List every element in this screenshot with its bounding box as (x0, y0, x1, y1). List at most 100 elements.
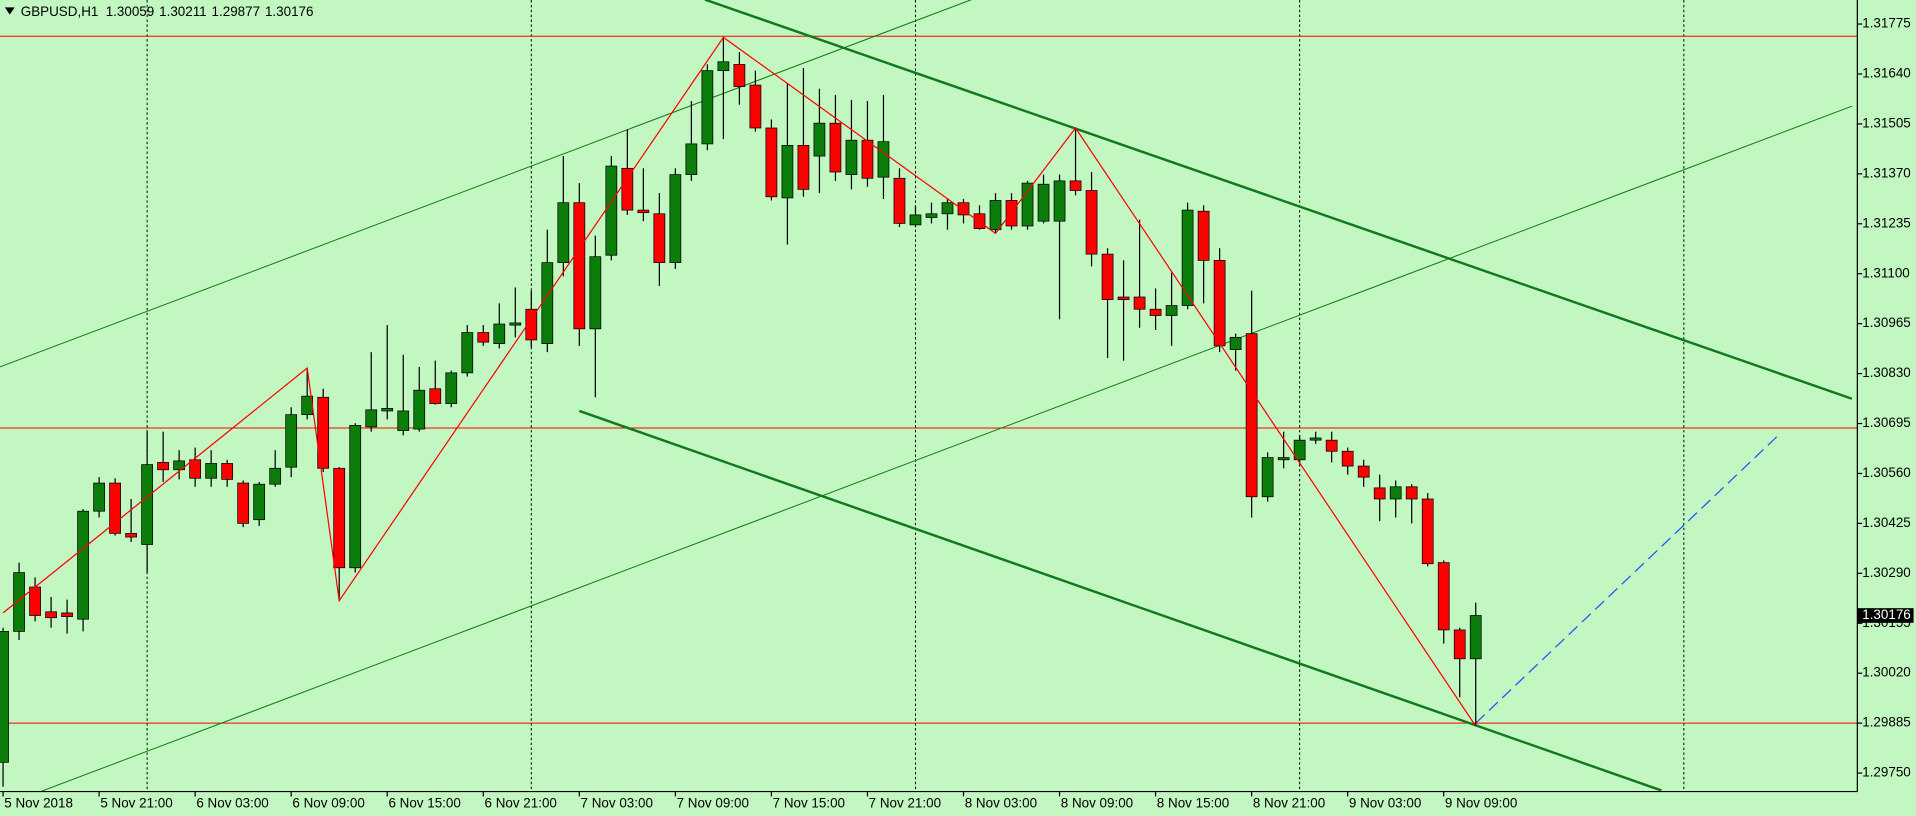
candle-body (1037, 183, 1050, 222)
candle-body (1421, 498, 1434, 565)
candle-body (77, 510, 89, 620)
zigzag-line (2, 36, 1477, 727)
header: GBPUSD,H1 1.30059 1.30211 1.29877 1.30176 (21, 4, 314, 19)
candle-body (1325, 439, 1338, 452)
y-tick-label: 1.30830 (1862, 365, 1911, 380)
y-tick-label: 1.30695 (1862, 415, 1911, 430)
candle-body (173, 460, 186, 471)
x-tick-label: 6 Nov 03:00 (196, 795, 268, 810)
x-tick-label: 8 Nov 15:00 (1157, 795, 1229, 810)
candle-body (45, 611, 57, 619)
candle-body (189, 459, 202, 479)
candle-body (1117, 296, 1130, 300)
y-tick-label: 1.31505 (1862, 115, 1911, 130)
x-tick-label: 6 Nov 09:00 (292, 795, 364, 810)
y-tick-label: 1.30560 (1862, 465, 1911, 480)
candle-body (1341, 450, 1354, 467)
trend-line (578, 409, 1662, 792)
candle-body (765, 127, 778, 198)
candle-body (893, 177, 906, 224)
candle-body (413, 389, 426, 430)
header-high: 1.30211 (159, 4, 207, 19)
candle-body (0, 631, 9, 763)
candle-body (925, 213, 938, 218)
candle-body (1453, 629, 1466, 660)
candle-body (349, 425, 362, 569)
y-tick-label: 1.29750 (1862, 765, 1911, 780)
candle-body (749, 84, 762, 129)
x-tick-label: 6 Nov 15:00 (388, 795, 460, 810)
candle-body (461, 332, 474, 374)
candle-body (141, 464, 153, 545)
candle-body (13, 572, 25, 632)
x-tick-label: 7 Nov 15:00 (773, 795, 845, 810)
candle-body (1213, 260, 1226, 347)
candle-body (333, 467, 346, 569)
candle-body (1133, 296, 1146, 310)
candle-body (109, 482, 121, 534)
candle-body (1085, 190, 1098, 255)
x-tick-label: 5 Nov 21:00 (100, 795, 172, 810)
last-price-label: 1.30176 (1862, 607, 1911, 622)
candle-body (1261, 457, 1274, 498)
candle-body (685, 143, 698, 175)
y-tick-label: 1.30290 (1862, 565, 1911, 580)
candle-body (909, 214, 922, 226)
candle-body (701, 70, 714, 145)
symbol: GBPUSD,H1 (21, 4, 99, 19)
candle-body (1021, 182, 1034, 227)
candle-body (221, 463, 234, 480)
candle-body (861, 139, 874, 179)
candle-body (317, 396, 330, 469)
header-low: 1.29877 (212, 4, 261, 19)
x-tick-label: 8 Nov 03:00 (965, 795, 1037, 810)
candle-body (1357, 465, 1370, 478)
candle-body (493, 323, 506, 344)
candle-body (1197, 210, 1210, 261)
candle-body (61, 612, 73, 617)
candle-body (781, 145, 794, 199)
candle-body (285, 414, 298, 468)
header-arrow (4, 7, 15, 15)
x-tick-label: 8 Nov 09:00 (1061, 795, 1133, 810)
y-tick-label: 1.29885 (1862, 715, 1911, 730)
candle-body (653, 213, 666, 263)
x-tick-label: 7 Nov 21:00 (869, 795, 941, 810)
candle-body (397, 410, 410, 431)
candle-body (525, 308, 538, 341)
candle-body (125, 533, 137, 538)
y-tick-label: 1.30425 (1862, 515, 1911, 530)
candle-body (1053, 180, 1066, 222)
candle-body (1229, 336, 1242, 350)
trend-line (39, 105, 1853, 792)
candle-body (1405, 486, 1418, 500)
candle-body (1101, 253, 1114, 300)
candle-body (205, 463, 218, 479)
x-tick-label: 9 Nov 09:00 (1445, 795, 1517, 810)
candle-body (1373, 487, 1386, 500)
trend-line (0, 0, 972, 368)
x-tick-label: 6 Nov 21:00 (484, 795, 556, 810)
last-price-box (1857, 608, 1914, 623)
candle-body (381, 407, 394, 412)
candle-body (621, 167, 634, 211)
candle-body (733, 63, 746, 87)
candle-body (157, 461, 169, 471)
x-tick-label: 8 Nov 21:00 (1253, 795, 1325, 810)
candle-body (269, 467, 282, 485)
candle-body (29, 586, 41, 616)
candle-body (573, 202, 586, 330)
trend-line (704, 0, 1853, 400)
candle-body (813, 122, 826, 157)
x-tick-label: 5 Nov 2018 (4, 795, 73, 810)
y-tick-label: 1.31235 (1862, 215, 1911, 230)
y-tick-label: 1.30020 (1862, 665, 1911, 680)
candle-body (717, 61, 730, 72)
candle-body (989, 200, 1002, 231)
candle-body (557, 202, 570, 263)
candle-body (1245, 333, 1258, 498)
candle-body (365, 409, 378, 428)
candle-body (1277, 457, 1290, 461)
